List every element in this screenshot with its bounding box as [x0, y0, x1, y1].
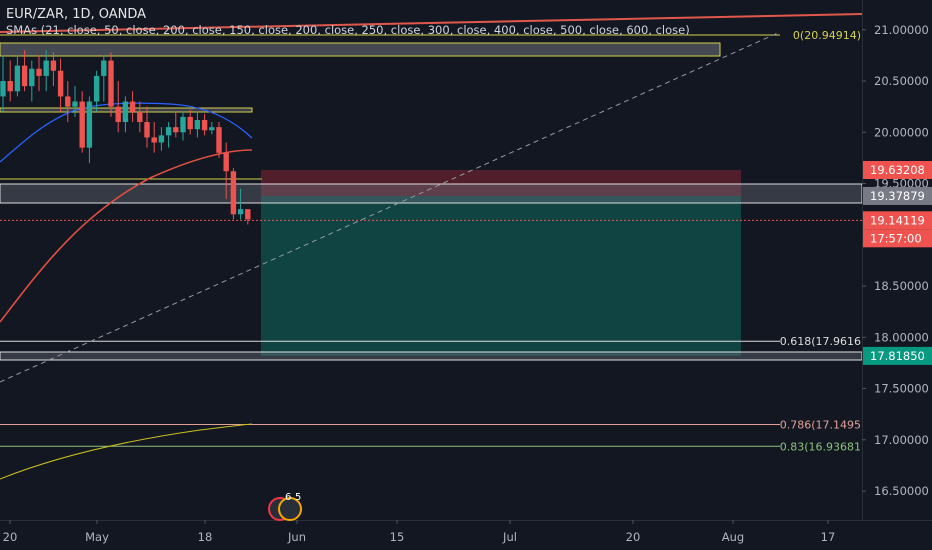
moving-averages	[0, 102, 253, 480]
candle-body	[36, 68, 42, 76]
candle-body	[0, 81, 6, 97]
fib-trend-line	[0, 31, 781, 383]
badge-right-count: 5	[295, 492, 302, 503]
time-axis: 20 May 18 Jun 15 Jul 20 Aug 17	[0, 520, 932, 544]
candle-body	[21, 65, 28, 87]
candle-body	[144, 122, 150, 138]
target-price-label: 17.81850	[870, 349, 925, 363]
y-tick-label: 17.00000	[874, 433, 929, 447]
resistance-box-top	[0, 42, 721, 57]
sma-mid-line	[0, 149, 253, 323]
candle-body	[165, 127, 172, 136]
y-tick-label: 18.50000	[874, 279, 929, 293]
trend-line-top	[0, 13, 863, 33]
candle-body	[223, 152, 229, 172]
candle-body	[50, 60, 57, 71]
stop-price-label-bg	[863, 160, 932, 179]
chart-header: EUR/ZAR, 1D, OANDA SMAs (21, close, 50, …	[6, 6, 690, 38]
y-tick-label: 18.00000	[874, 330, 929, 344]
candle-body	[209, 127, 215, 131]
position-zones	[261, 169, 741, 356]
badge-left-count: 6	[285, 492, 292, 503]
x-tick-label: 17	[821, 530, 836, 544]
price-axis-bg	[862, 0, 932, 550]
drawings: 0(20.94914) 0.618(17.9616 0.786(17.1495 0.8…	[0, 13, 863, 453]
symbol-title[interactable]: EUR/ZAR, 1D, OANDA	[6, 7, 147, 22]
y-tick-label: 20.50000	[874, 74, 929, 88]
candle-body	[108, 60, 114, 107]
x-tick-label: 15	[390, 530, 405, 544]
entry-price-label: 19.37879	[870, 189, 925, 203]
candle-body	[72, 101, 78, 107]
candles	[0, 50, 251, 225]
candle-body	[158, 135, 165, 143]
candle-body	[57, 70, 64, 97]
y-tick-label: 21.00000	[874, 23, 929, 37]
fib-label: 0.83(16.93681	[780, 440, 861, 453]
candle-body	[65, 96, 71, 107]
candle-body	[101, 60, 107, 76]
candle-body	[93, 75, 100, 102]
candle-body	[7, 81, 13, 92]
candle-body	[151, 137, 157, 143]
candle-body	[180, 116, 186, 133]
current-price-label-bg	[863, 211, 932, 230]
candle-body	[201, 119, 208, 131]
candle-body	[43, 60, 49, 76]
target-price-label-bg	[863, 346, 932, 365]
fib-label: 0.618(17.9616	[780, 335, 861, 348]
price-axis: 21.0000020.5000020.0000019.5000018.50000…	[862, 0, 932, 550]
indicator-legend[interactable]: SMAs (21, close, 50, close, 200, close, …	[6, 23, 690, 37]
candle-body	[137, 111, 143, 123]
x-tick-label: 20	[3, 530, 18, 544]
x-tick-label: May	[85, 530, 109, 544]
candle-body	[115, 106, 121, 123]
sma-short-line	[0, 102, 253, 163]
entry-price-label-bg	[863, 186, 932, 205]
candle-body	[122, 101, 129, 123]
candle-body	[173, 127, 179, 133]
fib-label: 0.786(17.1495	[780, 418, 861, 431]
candle-body	[14, 65, 21, 92]
candle-body	[79, 101, 85, 148]
target-zone	[261, 195, 741, 356]
candle-body	[230, 171, 237, 215]
y-tick-label: 17.50000	[874, 382, 929, 396]
candle-body	[187, 116, 193, 130]
event-badges[interactable]: 6 5	[268, 492, 304, 523]
y-tick-label: 20.00000	[874, 125, 929, 139]
fib-618-box	[0, 351, 863, 361]
x-tick-label: 20	[626, 530, 641, 544]
sma-long-line	[0, 423, 253, 480]
stop-zone	[261, 169, 741, 196]
candle-body	[129, 101, 136, 112]
x-tick-label: Jul	[502, 530, 517, 544]
countdown-label: 17:57:00	[870, 231, 922, 245]
candle-body	[245, 209, 251, 220]
candle-body	[194, 119, 201, 130]
x-tick-label: Aug	[722, 530, 744, 544]
x-tick-label: Jun	[287, 530, 306, 544]
badge-right[interactable]	[278, 497, 302, 521]
candle-body	[29, 68, 35, 87]
current-price-label: 19.14119	[870, 213, 925, 227]
candle-body	[237, 209, 244, 215]
fib-label: 0(20.94914)	[793, 29, 861, 42]
countdown-label-bg	[863, 229, 932, 248]
candle-body	[216, 127, 222, 153]
stop-price-label: 19.63208	[870, 163, 925, 177]
y-tick-label: 16.50000	[874, 484, 929, 498]
entry-box	[0, 183, 863, 204]
x-tick-label: 18	[198, 530, 213, 544]
candle-body	[86, 101, 93, 148]
